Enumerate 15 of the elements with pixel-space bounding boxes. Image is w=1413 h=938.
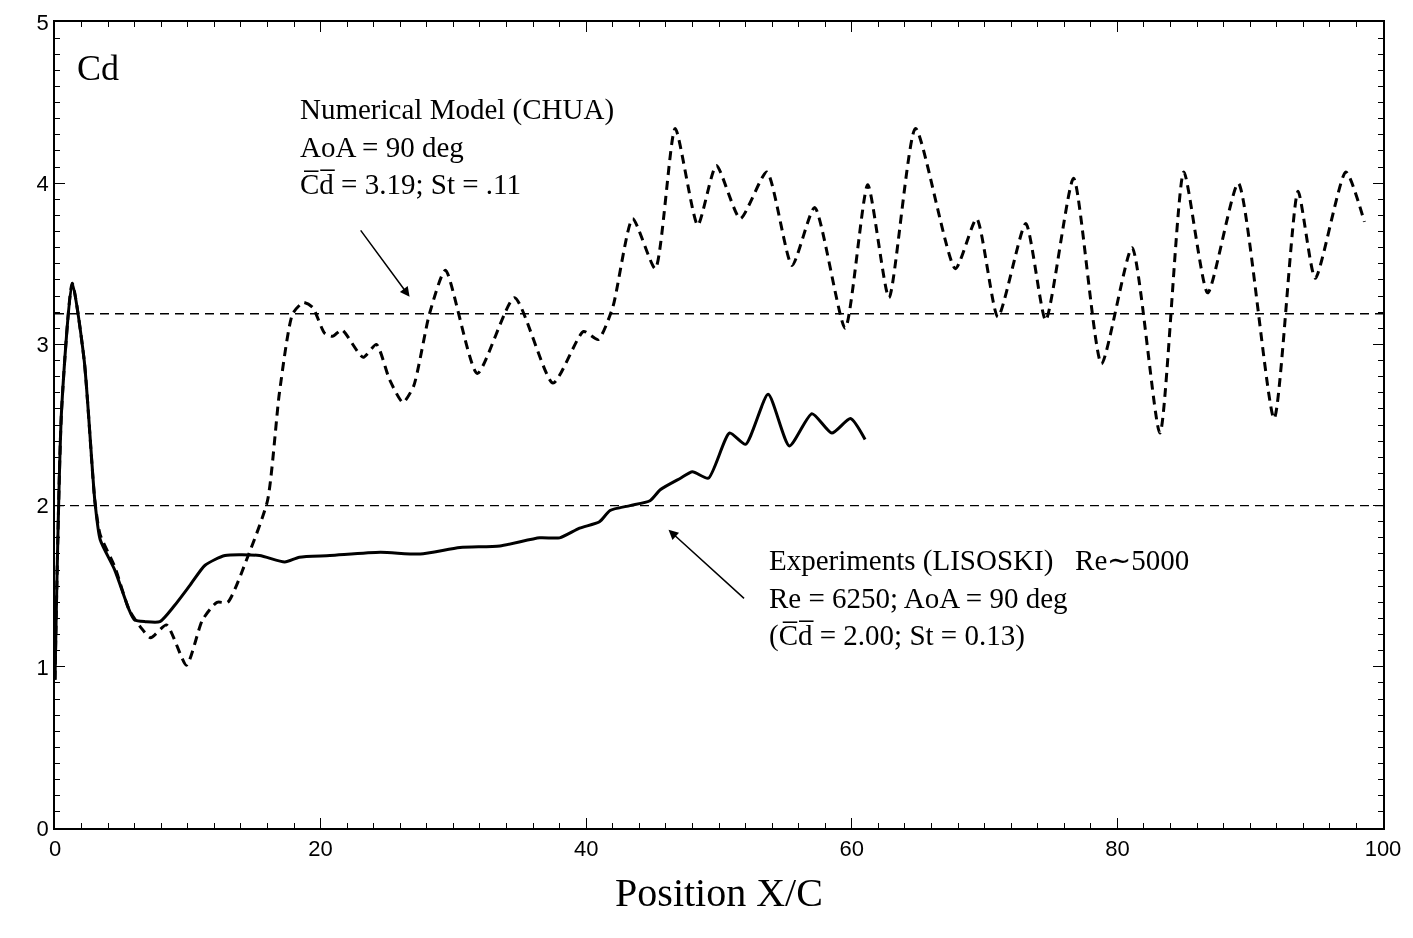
x-axis-title: Position X/C (615, 870, 823, 916)
x-tick-label: 20 (308, 836, 333, 862)
x-tick-label: 60 (839, 836, 865, 862)
x-tick-label: 80 (1105, 836, 1130, 862)
y-tick-label: 0 (36, 815, 49, 841)
y-tick-label: 5 (36, 9, 49, 35)
y-tick-label: 3 (36, 332, 49, 358)
y-tick-label: 2 (36, 493, 49, 519)
y-tick-label: 4 (36, 170, 49, 196)
annotation: Experiments (LISOSKI) Re∼5000 Re = 6250; AoA = 90 deg (C̅d̅ = 2.00; St = 0.13) (769, 544, 1190, 653)
y-axis-title: Cd (77, 48, 120, 88)
y-tick-label: 1 (36, 654, 49, 680)
annotation: Numerical Model (CHUA) AoA = 90 deg C̅d̅ = 3.19; St = .11 (300, 93, 615, 201)
x-tick-label: 100 (1364, 836, 1402, 862)
x-tick-label: 40 (573, 836, 599, 862)
